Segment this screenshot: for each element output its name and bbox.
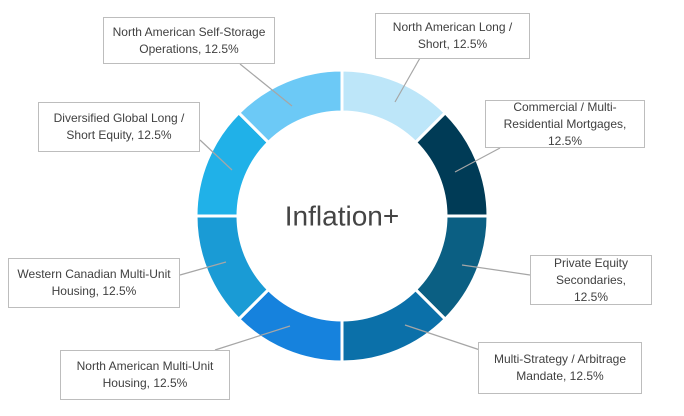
leader-line [199,139,233,171]
leader-line [239,63,293,107]
leader-line [214,325,291,351]
callout-label: Diversified Global Long / Short Equity, … [38,102,200,152]
leader-line [394,57,421,103]
callout-label: North American Self-Storage Operations, … [103,17,275,64]
leader-line [179,261,227,276]
donut-segment [236,68,344,145]
leader-line [454,147,501,173]
callout-label: Multi-Strategy / Arbitrage Mandate, 12.5… [478,342,642,394]
callout-label: Commercial / Multi-Residential Mortgages… [485,100,645,148]
leader-line [461,264,531,276]
callout-label: Western Canadian Multi-Unit Housing, 12.… [8,258,180,308]
center-label: Inflation+ [285,200,399,231]
callout-label: North American Long / Short, 12.5% [375,13,530,59]
callout-label: North American Multi-Unit Housing, 12.5% [60,350,230,400]
callout-label: Private Equity Secondaries, 12.5% [530,255,652,305]
leader-line [404,324,481,351]
